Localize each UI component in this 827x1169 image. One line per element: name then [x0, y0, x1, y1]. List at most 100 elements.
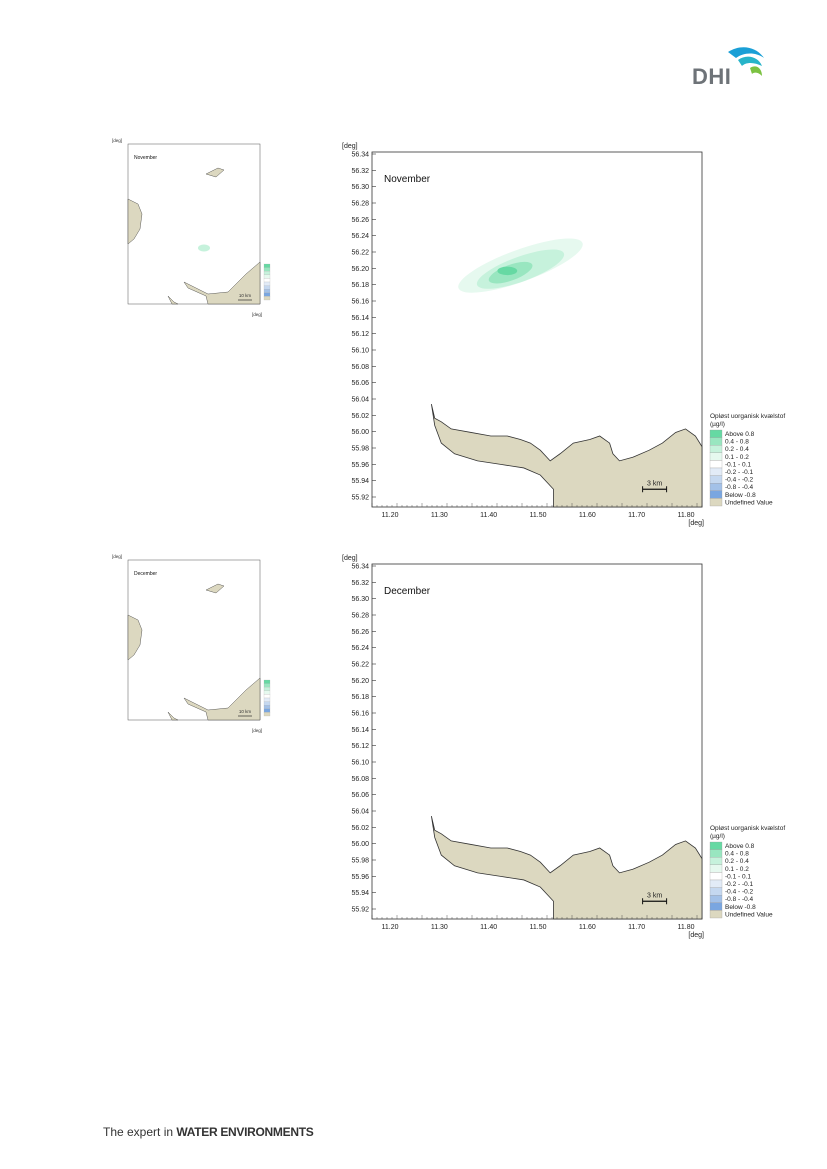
thumb-legend-swatch — [263, 687, 271, 691]
scale-bar-label: 3 km — [647, 892, 662, 899]
thumb-legend-swatch — [263, 697, 271, 702]
legend-swatch — [709, 475, 723, 484]
legend-swatch — [709, 857, 723, 865]
thumb-title: December — [134, 571, 157, 577]
y-tick-label: 55.98 — [351, 858, 369, 865]
y-tick-label: 56.34 — [351, 564, 369, 571]
legend-swatch — [709, 887, 723, 896]
thumb-title: November — [134, 155, 157, 161]
y-tick-label: 56.32 — [351, 168, 369, 175]
map-panel-december: [deg] December 56.34 56.32 56.30 56.28 56.26 56… — [330, 552, 785, 952]
thumb-legend-swatch — [263, 694, 271, 699]
thumb-island — [205, 167, 225, 178]
y-tick-label: 56.22 — [351, 662, 369, 669]
legend-label: 0.2 - 0.4 — [725, 446, 749, 453]
thumb-legend-swatch — [263, 274, 271, 279]
x-tick-label: 11.50 — [530, 512, 547, 519]
y-tick-label: 56.04 — [351, 809, 369, 816]
thumb-legend-swatch — [263, 292, 271, 297]
thumb-legend-swatch — [263, 278, 271, 283]
y-tick-label: 56.28 — [351, 613, 369, 620]
x-tick-label: 11.20 — [382, 924, 399, 931]
legend-label: Undefined Value — [725, 911, 773, 918]
legend-swatch — [709, 498, 723, 507]
map-svg: [deg] December 56.34 56.32 56.30 56.28 56.26 56… — [342, 555, 785, 939]
legend-label: Undefined Value — [725, 499, 773, 506]
thumb-land — [127, 614, 143, 661]
y-tick-label: 56.22 — [351, 250, 369, 257]
thumb-scale-bar: 10 km — [238, 293, 252, 301]
y-tick-label: 56.10 — [351, 348, 369, 355]
y-tick-label: 55.92 — [351, 907, 369, 914]
legend-label: 0.4 - 0.8 — [725, 851, 749, 858]
y-tick-label: 56.20 — [351, 266, 369, 273]
y-tick-label: 56.28 — [351, 201, 369, 208]
legend-label: 0.2 - 0.4 — [725, 858, 749, 865]
legend-label: Below -0.8 — [725, 492, 756, 499]
scale-bar: 3 km — [642, 480, 668, 493]
thumb-legend-swatch — [263, 690, 271, 695]
thumb-legend-swatch — [263, 281, 271, 286]
legend-swatch — [709, 910, 723, 919]
y-tick-label: 55.94 — [351, 890, 369, 897]
thumb-legend-swatch — [263, 683, 271, 688]
legend-label: -0.1 - 0.1 — [725, 873, 751, 880]
y-tick-label: 56.00 — [351, 841, 369, 848]
x-tick-label: 11.80 — [678, 512, 695, 519]
footer-tagline: The expert in WATER ENVIRONMENTS — [103, 1125, 314, 1139]
y-tick-label: 56.30 — [351, 596, 369, 603]
legend-label: -0.4 - -0.2 — [725, 477, 754, 484]
thumb-legend-swatch — [263, 267, 271, 272]
thumb-land-southeast — [183, 677, 261, 721]
legend-label: Below -0.8 — [725, 904, 756, 911]
legend-label: -0.4 - -0.2 — [725, 889, 754, 896]
thumb-legend-swatch — [263, 263, 271, 268]
legend: Opløst uorganisk kvælstof(µg/l)Above 0.8… — [709, 825, 785, 919]
legend-swatch — [709, 467, 723, 476]
y-tick-label: 56.08 — [351, 776, 369, 783]
legend-label: 0.1 - 0.2 — [725, 454, 749, 461]
thumb-scale-bar: 10 km — [238, 709, 252, 717]
land-area — [431, 815, 703, 920]
thumb-legend-swatch — [263, 679, 271, 684]
thumb-legend-swatch — [263, 705, 271, 709]
legend-label: Above 0.8 — [725, 431, 755, 438]
y-tick-label: 56.24 — [351, 645, 369, 652]
legend-label: 0.1 - 0.2 — [725, 866, 749, 873]
y-tick-label: 56.34 — [351, 152, 369, 159]
y-tick-label: 56.24 — [351, 233, 369, 240]
footer-emphasis: WATER ENVIRONMENTS — [176, 1125, 314, 1139]
thumb-unit: [deg] — [112, 554, 122, 559]
thumb-legend-swatch — [263, 296, 271, 301]
y-tick-label: 55.94 — [351, 478, 369, 485]
legend-swatch — [709, 460, 723, 469]
y-tick-label: 56.00 — [351, 429, 369, 436]
legend-swatch — [709, 490, 723, 499]
y-tick-label: 56.12 — [351, 331, 369, 338]
legend-swatch — [709, 452, 723, 461]
x-tick-label: 11.60 — [579, 924, 596, 931]
concentration-plume — [458, 238, 583, 293]
y-axis-unit: [deg] — [342, 143, 358, 150]
legend-swatch — [709, 841, 723, 850]
legend-swatch — [709, 483, 723, 491]
thumb-legend-swatch — [263, 712, 271, 717]
thumbnail-svg: [deg] November 10 km [deg] — [112, 138, 271, 317]
y-tick-label: 55.96 — [351, 874, 369, 881]
land-area — [431, 403, 703, 508]
thumbnail-svg: [deg] December 10 km [deg] — [112, 554, 271, 733]
x-tick-label: 11.70 — [628, 924, 645, 931]
thumb-legend-swatch — [263, 708, 271, 713]
y-tick-label: 56.16 — [351, 711, 369, 718]
thumb-legend-swatch — [263, 271, 271, 275]
y-tick-label: 56.02 — [351, 825, 369, 832]
y-tick-label: 56.16 — [351, 299, 369, 306]
map-panel-november: [deg] November 56.34 56.32 56.30 56.28 56.26 56… — [330, 140, 785, 540]
thumb-unit: [deg] — [112, 138, 122, 143]
thumb-land-southeast — [183, 261, 261, 305]
dhi-logo: DHI — [688, 42, 768, 92]
y-tick-label: 56.26 — [351, 217, 369, 224]
thumb-island — [205, 583, 225, 594]
y-tick-label: 56.06 — [351, 792, 369, 799]
legend-swatch — [709, 872, 723, 881]
